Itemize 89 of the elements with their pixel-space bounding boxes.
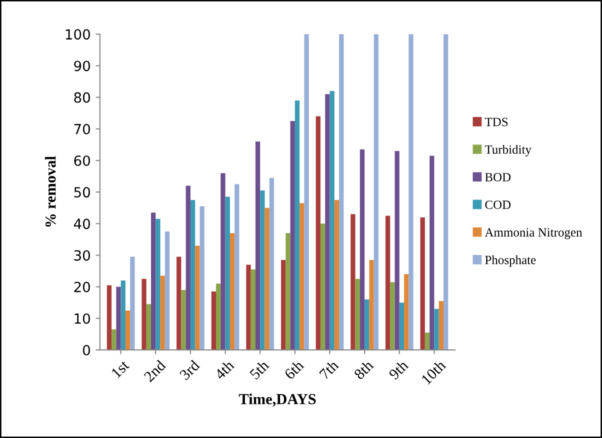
- y-tick-label: 20: [74, 282, 90, 292]
- bar: [151, 212, 156, 350]
- bar: [260, 190, 265, 350]
- x-tick-label: 10th: [420, 359, 446, 385]
- x-axis-title: Time,DAYS: [238, 394, 316, 407]
- bar: [176, 256, 182, 350]
- y-tick-label: 70: [74, 124, 90, 134]
- bar: [164, 232, 170, 350]
- bar: [255, 142, 260, 350]
- bar: [234, 184, 240, 350]
- bar: [290, 121, 295, 350]
- bar: [116, 286, 121, 350]
- x-tick-label: 6th: [284, 359, 304, 380]
- bar: [281, 260, 286, 350]
- bar: [390, 282, 395, 350]
- bar: [220, 173, 226, 350]
- bar: [246, 264, 251, 350]
- y-tick-label: 40: [74, 218, 90, 230]
- bar: [250, 269, 256, 350]
- bar: [350, 214, 356, 350]
- bar: [211, 292, 216, 350]
- bar: [156, 218, 160, 350]
- bar: [394, 151, 400, 350]
- y-tick-label: 50: [74, 187, 90, 198]
- bar: [300, 203, 304, 350]
- bar: [286, 233, 290, 350]
- y-tick-label: 10: [74, 313, 90, 324]
- bar: [130, 256, 135, 350]
- bar: [316, 116, 320, 350]
- y-tick-label: 100: [66, 29, 90, 40]
- bar: [200, 206, 204, 350]
- bar: [374, 34, 379, 350]
- bar: [294, 100, 300, 350]
- bar: [360, 149, 365, 350]
- bar: [195, 246, 200, 350]
- bar: [404, 274, 409, 350]
- bar: [369, 260, 374, 350]
- x-tick-label: 7th: [318, 359, 340, 380]
- bar: [225, 196, 230, 350]
- x-tick-label: 4th: [214, 359, 235, 380]
- bar: [142, 278, 146, 350]
- bar: [181, 290, 186, 350]
- legend-label: Ammonia Nitrogen: [484, 228, 582, 240]
- x-tick-label: 8th: [353, 359, 374, 380]
- bar: [330, 91, 334, 350]
- bar: [408, 34, 414, 350]
- bar: [355, 278, 360, 350]
- legend-label: Turbidity: [484, 144, 532, 156]
- legend-label: TDS: [484, 118, 508, 126]
- y-tick-label: 30: [74, 250, 90, 261]
- bar: [334, 200, 340, 350]
- bar: [385, 216, 390, 350]
- legend-label: COD: [485, 200, 511, 209]
- bar: [430, 156, 434, 350]
- bar: [320, 224, 326, 350]
- bar: [424, 332, 430, 350]
- bar: [339, 34, 344, 350]
- bar: [444, 34, 448, 350]
- y-tick-label: 90: [74, 60, 90, 72]
- x-tick-label: 2nd: [143, 359, 166, 382]
- bar: [438, 301, 444, 350]
- y-tick-label: 80: [74, 92, 90, 103]
- legend-label: Phosphate: [485, 255, 536, 267]
- bar: [146, 304, 152, 350]
- bar: [434, 308, 439, 350]
- bar: [264, 208, 270, 350]
- bar: [325, 94, 330, 350]
- y-axis-title: % removal: [44, 156, 56, 227]
- bar: [106, 285, 112, 350]
- x-tick-label: 9th: [388, 359, 409, 380]
- bar: [230, 233, 235, 350]
- bar: [216, 284, 221, 350]
- y-tick-label: 0: [82, 344, 90, 356]
- bar: [160, 276, 165, 350]
- bar: [112, 329, 116, 350]
- x-tick-label: 5th: [248, 359, 270, 380]
- x-tick-label: 3rd: [178, 359, 200, 380]
- bar: [420, 217, 425, 350]
- bar: [304, 34, 309, 350]
- bar: [269, 178, 274, 350]
- bar: [125, 310, 130, 350]
- bar: [364, 299, 370, 350]
- bar: [186, 186, 190, 350]
- bar: [190, 200, 196, 350]
- y-tick-label: 60: [74, 155, 90, 166]
- x-tick-label: 1st: [110, 359, 130, 378]
- legend-label: BOD: [485, 173, 511, 182]
- bar: [120, 280, 126, 350]
- bar: [399, 302, 404, 350]
